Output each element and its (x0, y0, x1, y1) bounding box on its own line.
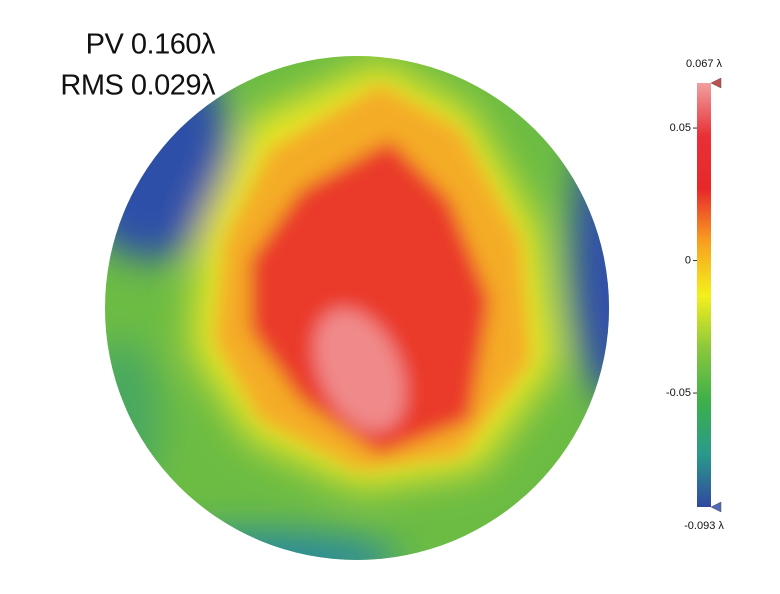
colorbar-limit-label: -0.093 λ (684, 520, 724, 532)
colorbar-tick-label: 0 (685, 254, 691, 266)
surface-map (105, 56, 609, 560)
colorbar-limit-marker (710, 77, 722, 89)
colorbar-limit-marker (710, 501, 722, 513)
pv-annotation: PV 0.160λ (86, 29, 216, 61)
colorbar (697, 83, 711, 507)
colorbar-tick-label: -0.05 (666, 387, 691, 399)
colorbar-limit-label: 0.067 λ (686, 58, 723, 70)
colorbar-tick-label: 0.05 (670, 122, 691, 134)
rms-annotation: RMS 0.029λ (60, 70, 216, 102)
